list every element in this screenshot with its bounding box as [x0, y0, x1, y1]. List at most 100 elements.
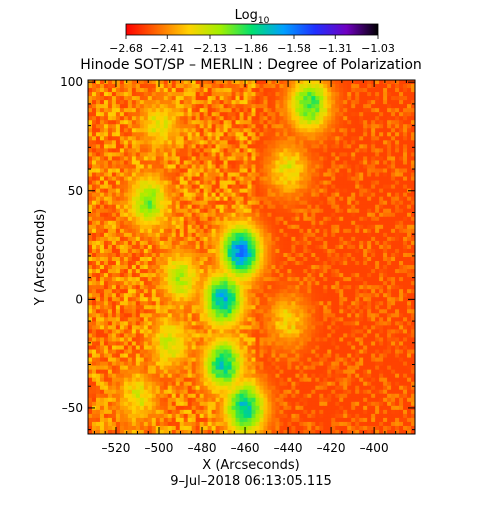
heatmap-cell	[303, 172, 308, 178]
heatmap-cell	[95, 212, 101, 218]
heatmap-cell	[131, 124, 137, 129]
heatmap-cell	[243, 172, 249, 178]
heatmap-cell	[323, 84, 328, 89]
heatmap-cell	[159, 277, 165, 282]
heatmap-cell	[235, 208, 241, 214]
heatmap-cell	[127, 224, 133, 230]
heatmap-cell	[347, 124, 352, 129]
heatmap-cell	[343, 152, 348, 158]
heatmap-cell	[271, 132, 277, 137]
heatmap-cell	[251, 200, 257, 206]
heatmap-cell	[391, 220, 396, 226]
heatmap-cell	[159, 148, 165, 154]
heatmap-cell	[319, 192, 324, 198]
heatmap-cell	[383, 116, 388, 121]
heatmap-cell	[243, 212, 249, 218]
heatmap-cell	[175, 112, 181, 117]
heatmap-cell	[359, 252, 364, 258]
heatmap-cell	[339, 257, 344, 262]
heatmap-cell	[299, 104, 304, 109]
heatmap-cell	[343, 305, 348, 310]
heatmap-cell	[371, 228, 376, 234]
heatmap-cell	[111, 108, 117, 113]
heatmap-cell	[243, 140, 249, 145]
heatmap-cell	[359, 96, 364, 101]
heatmap-cell	[127, 220, 133, 226]
heatmap-cell	[327, 80, 332, 85]
heatmap-cell	[131, 248, 137, 254]
heatmap-cell	[323, 136, 328, 141]
heatmap-cell	[107, 152, 113, 158]
heatmap-cell	[191, 176, 197, 182]
heatmap-cell	[135, 120, 141, 125]
heatmap-cell	[91, 144, 97, 149]
heatmap-cell	[291, 160, 296, 166]
heatmap-cell	[399, 208, 404, 214]
heatmap-cell	[151, 108, 157, 113]
heatmap-cell	[115, 285, 121, 290]
heatmap-cell	[407, 261, 412, 266]
heatmap-cell	[107, 313, 113, 318]
heatmap-cell	[135, 148, 141, 154]
heatmap-cell	[95, 96, 101, 101]
heatmap-cell	[99, 252, 105, 258]
heatmap-cell	[215, 80, 221, 85]
heatmap-cell	[127, 240, 133, 246]
heatmap-cell	[235, 228, 241, 234]
heatmap-cell	[155, 224, 161, 230]
heatmap-cell	[147, 164, 153, 170]
heatmap-cell	[319, 80, 324, 85]
heatmap-cell	[227, 261, 233, 266]
heatmap-cell	[175, 281, 181, 286]
heatmap-cell	[263, 100, 269, 105]
heatmap-cell	[131, 297, 137, 302]
heatmap-cell	[371, 289, 376, 294]
heatmap-cell	[207, 236, 213, 242]
heatmap-cell	[191, 273, 197, 278]
heatmap-cell	[199, 321, 205, 326]
heatmap-cell	[227, 208, 233, 214]
heatmap-cell	[375, 240, 380, 246]
heatmap-cell	[259, 321, 265, 326]
heatmap-cell	[279, 285, 285, 290]
heatmap-cell	[395, 132, 400, 137]
heatmap-cell	[239, 212, 245, 218]
heatmap-cell	[303, 273, 308, 278]
heatmap-cell	[339, 301, 344, 306]
heatmap-cell	[231, 96, 237, 101]
heatmap-cell	[175, 108, 181, 113]
heatmap-cell	[235, 192, 241, 198]
heatmap-cell	[323, 196, 328, 202]
heatmap-cell	[155, 140, 161, 145]
heatmap-cell	[267, 265, 273, 270]
heatmap-cell	[367, 80, 372, 85]
heatmap-cell	[151, 265, 157, 270]
heatmap-cell	[311, 293, 316, 298]
heatmap-cell	[359, 240, 364, 246]
heatmap-cell	[187, 196, 193, 202]
heatmap-cell	[287, 128, 292, 133]
heatmap-cell	[239, 96, 245, 101]
heatmap-cell	[167, 184, 173, 190]
heatmap-cell	[251, 236, 257, 242]
heatmap-cell	[163, 216, 169, 222]
heatmap-cell	[215, 224, 221, 230]
heatmap-cell	[227, 120, 233, 125]
heatmap-cell	[287, 240, 292, 246]
heatmap-cell	[115, 100, 121, 105]
heatmap-cell	[263, 309, 269, 314]
heatmap-cell	[99, 96, 105, 101]
heatmap-cell	[111, 285, 117, 290]
heatmap-cell	[355, 204, 360, 210]
heatmap-cell	[187, 100, 193, 105]
heatmap-cell	[99, 321, 105, 326]
heatmap-cell	[383, 172, 388, 178]
heatmap-cell	[387, 176, 392, 182]
heatmap-cell	[187, 96, 193, 101]
heatmap-cell	[103, 92, 109, 97]
heatmap-cell	[251, 240, 257, 246]
heatmap-cell	[215, 285, 221, 290]
heatmap-cell	[111, 180, 117, 186]
heatmap-cell	[259, 257, 265, 262]
heatmap-cell	[263, 180, 269, 186]
